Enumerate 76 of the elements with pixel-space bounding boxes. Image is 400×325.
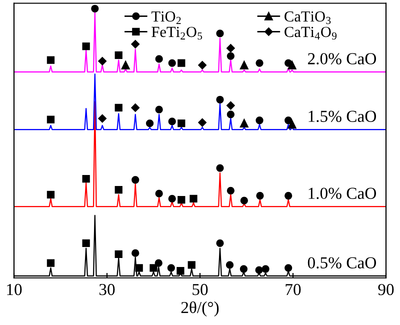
point (91, 4, 99, 12)
point (178, 120, 186, 128)
point (82, 42, 90, 50)
point (82, 174, 90, 183)
series-label: 0.5% CaO (308, 257, 376, 269)
point (146, 120, 154, 128)
point (226, 44, 235, 52)
point (154, 259, 162, 267)
point (121, 61, 130, 70)
point (216, 239, 224, 247)
point (167, 264, 175, 272)
point (168, 59, 176, 67)
x-axis-title: 2θ/(°) (181, 301, 219, 317)
point (178, 59, 186, 67)
point (188, 261, 196, 269)
point (226, 186, 235, 194)
point (240, 61, 248, 70)
point (240, 196, 248, 204)
point (132, 249, 140, 257)
point (155, 55, 163, 63)
point (150, 264, 158, 272)
point (46, 259, 55, 267)
point (155, 190, 163, 198)
point (216, 30, 224, 38)
point (132, 176, 140, 184)
point (226, 52, 235, 60)
point (131, 40, 140, 48)
x-tick-label: 30 (99, 284, 115, 296)
point (135, 264, 143, 272)
point (284, 192, 292, 200)
point (256, 59, 264, 67)
point (190, 194, 198, 203)
point (168, 194, 176, 203)
point (226, 110, 235, 118)
point (114, 51, 122, 60)
point (255, 266, 263, 274)
point (114, 186, 122, 194)
point (198, 118, 206, 127)
x-tick-label: 70 (286, 284, 301, 296)
point (114, 250, 122, 258)
x-tick-label: 10 (7, 284, 22, 296)
point (262, 265, 270, 273)
point (178, 196, 186, 204)
series-label: 1.0% CaO (308, 188, 376, 200)
x-tick-label: 50 (192, 284, 208, 296)
legend-label: TiO$_{2}$ (151, 11, 181, 24)
point (198, 61, 206, 70)
series-label: 2.0% CaO (308, 53, 376, 64)
point (131, 104, 140, 112)
point (288, 120, 296, 129)
point (284, 264, 292, 272)
point (216, 96, 224, 104)
x-tick-label: 90 (378, 284, 394, 296)
point (216, 164, 224, 172)
point (82, 239, 90, 247)
point (176, 267, 184, 275)
point (114, 104, 122, 112)
legend-label: CaTiO$_{3}$ (284, 11, 331, 24)
point (288, 61, 296, 70)
series-label: 1.5% CaO (308, 110, 376, 122)
point (168, 118, 176, 126)
point (226, 261, 234, 269)
legend-label: CaTi$_{4}$O$_{9}$ (284, 26, 337, 40)
point (98, 114, 106, 123)
point (256, 116, 264, 124)
point (46, 190, 55, 198)
point (240, 265, 248, 273)
point (98, 57, 106, 66)
point (284, 116, 292, 124)
point (240, 119, 248, 128)
point (46, 116, 55, 124)
point (155, 106, 163, 114)
legend-label: FeTi$_{2}$O$_{5}$ (152, 26, 202, 40)
point (256, 192, 264, 200)
point (46, 56, 55, 64)
point (226, 101, 235, 110)
